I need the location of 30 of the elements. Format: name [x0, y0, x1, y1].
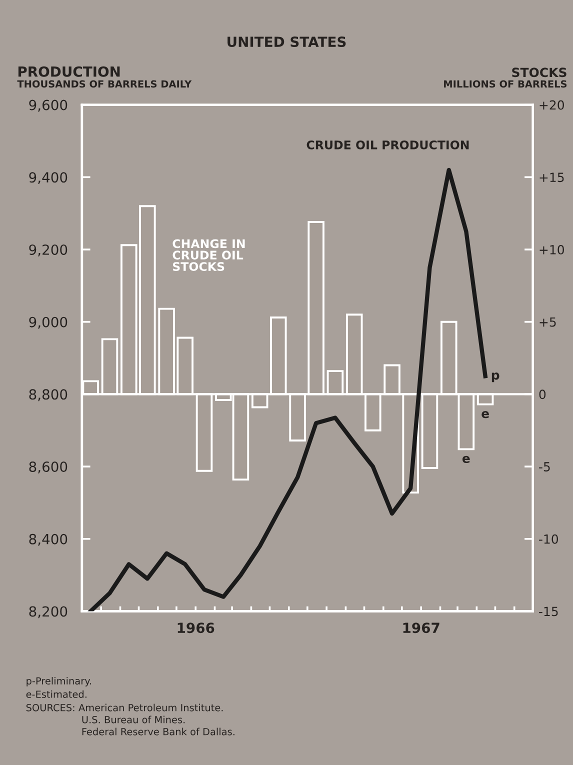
- y-tick-label: 8,400: [29, 534, 68, 546]
- y-tick-label: 8,200: [29, 606, 68, 618]
- y-tick-label: 8,800: [29, 389, 68, 402]
- y-tick-label: 9,000: [29, 316, 68, 329]
- y2-tick-label: +15: [540, 172, 564, 182]
- y2-tick-label: -5: [539, 462, 550, 472]
- y2-tick-label: +20: [540, 100, 564, 110]
- x-tick-label: 1966: [178, 622, 214, 634]
- y2-tick-label: +10: [540, 244, 564, 254]
- source-note: SOURCES: American Petroleum Institute. U.S. Bureau of Mines. Federal Reserve Bank of Dallas.: [26, 704, 234, 736]
- data-label: e: [482, 410, 489, 418]
- line-series: [88, 168, 488, 612]
- series-label: CHANGE IN CRUDE OIL STOCKS: [172, 239, 245, 271]
- data-label: p: [492, 372, 500, 382]
- y2-tick-label: +5: [540, 317, 556, 327]
- y-tick-label: 9,400: [29, 172, 68, 184]
- y2-tick-label: -15: [539, 606, 558, 616]
- text: p-Preliminary.: [26, 677, 92, 686]
- x-tick-label: 1967: [403, 622, 440, 634]
- y-tick-label: 9,200: [29, 244, 68, 256]
- y-tick-label: 9,600: [29, 100, 68, 112]
- y2-tick-label: -10: [539, 534, 558, 544]
- y2-tick-label: 0: [539, 390, 546, 400]
- y2-axis-title: STOCKS MILLIONS OF BARRELS: [444, 68, 567, 88]
- text: e-Estimated.: [26, 690, 86, 698]
- y-axis-title: PRODUCTION THOUSANDS OF BARRELS DAILY: [17, 66, 192, 88]
- y-tick-label: 8,600: [29, 462, 68, 474]
- chart-title: UNITED STATES: [228, 36, 346, 48]
- text: CRUDE OIL PRODUCTION: [306, 140, 469, 150]
- data-label: e: [462, 456, 470, 464]
